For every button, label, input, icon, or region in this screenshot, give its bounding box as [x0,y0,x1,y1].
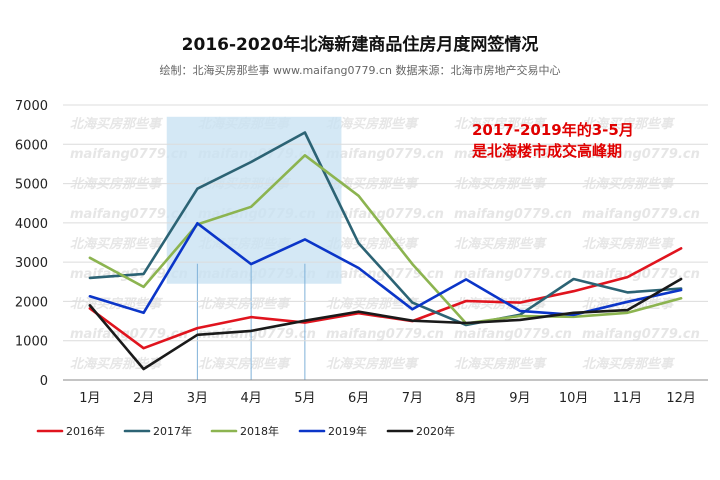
series-line-2018年 [88,154,683,325]
y-tick-label: 1000 [15,335,48,350]
x-tick-label: 2月 [133,391,154,406]
x-tick-label: 9月 [509,391,530,406]
x-tick-label: 7月 [402,391,423,406]
watermark-text: maifang0779.cn [326,267,444,282]
watermark-text: 北海买房那些事 [582,116,675,132]
watermark-text: 北海买房那些事 [70,356,163,372]
watermark-text: maifang0779.cn [326,207,444,222]
watermark-text: maifang0779.cn [454,267,572,282]
watermark-text: 北海买房那些事 [326,296,419,312]
watermark-text: 北海买房那些事 [326,116,419,132]
watermark-text: 北海买房那些事 [582,236,675,252]
y-tick-label: 2000 [15,295,48,310]
watermark-text: maifang0779.cn [198,327,316,342]
y-tick-label: 5000 [15,178,48,193]
y-tick-label: 0 [40,374,48,389]
chart-subtitle: 绘制：北海买房那些事 www.maifang0779.cn 数据来源：北海市房地… [159,64,561,77]
highlight-annotation: 2017-2019年的3-5月 [472,121,634,139]
watermark-text: 北海买房那些事 [198,356,291,372]
x-tick-label: 6月 [348,391,369,406]
legend: 2016年 2017年 2018年 2019年 2020年 [36,424,455,438]
highlight-annotation: 是北海楼市成交高峰期 [471,142,622,160]
y-tick-label: 3000 [15,256,48,271]
series-line-2020年 [88,277,683,371]
watermark-text: maifang0779.cn [582,267,700,282]
legend-label: 2016年 [66,424,105,438]
x-tick-label: 10月 [559,391,589,406]
series-line-2017年 [88,131,683,327]
watermark-text: 北海买房那些事 [582,356,675,372]
axes-layer: 0 1000 2000 3000 4000 5000 6000 7000 1月 2月 3月 4月 5月 6… [15,99,708,406]
x-tick-label: 8月 [455,391,476,406]
x-tick-label: 4月 [240,391,261,406]
watermark-text: 北海买房那些事 [70,116,163,132]
x-tick-label: 12月 [666,391,696,406]
watermark-text: maifang0779.cn [454,207,572,222]
x-tick-label: 11月 [613,391,643,406]
watermark-text: 北海买房那些事 [454,116,547,132]
x-tick-label: 3月 [187,391,208,406]
y-tick-label: 6000 [15,138,48,153]
y-tick-label: 7000 [15,99,48,114]
watermark-text: maifang0779.cn [582,327,700,342]
watermark-text: maifang0779.cn [326,147,444,162]
watermark-text: maifang0779.cn [70,147,188,162]
grid-layer [63,104,708,342]
watermark-text: maifang0779.cn [326,327,444,342]
legend-label: 2018年 [240,424,279,438]
watermark-text: maifang0779.cn [454,147,572,162]
watermark-text: maifang0779.cn [70,327,188,342]
watermark-text: 北海买房那些事 [326,356,419,372]
watermark-text: 北海买房那些事 [454,296,547,312]
watermark-text: 北海买房那些事 [70,236,163,252]
watermark-text: 北海买房那些事 [454,356,547,372]
watermark-text: 北海买房那些事 [198,296,291,312]
legend-label: 2017年 [153,424,192,438]
watermark-text: maifang0779.cn [582,207,700,222]
chart-title: 2016-2020年北海新建商品住房月度网签情况 [181,35,539,55]
watermark-text: maifang0779.cn [70,207,188,222]
x-tick-label: 1月 [79,391,100,406]
x-tick-label: 5月 [294,391,315,406]
y-tick-label: 4000 [15,217,48,232]
highlight-region [166,116,342,284]
watermark-text: 北海买房那些事 [326,236,419,252]
legend-label: 2020年 [416,424,455,438]
watermark-text: maifang0779.cn [582,147,700,162]
watermark-text: maifang0779.cn [454,327,572,342]
watermark-text: 北海买房那些事 [454,236,547,252]
legend-label: 2019年 [328,424,367,438]
series-layer [88,131,683,371]
